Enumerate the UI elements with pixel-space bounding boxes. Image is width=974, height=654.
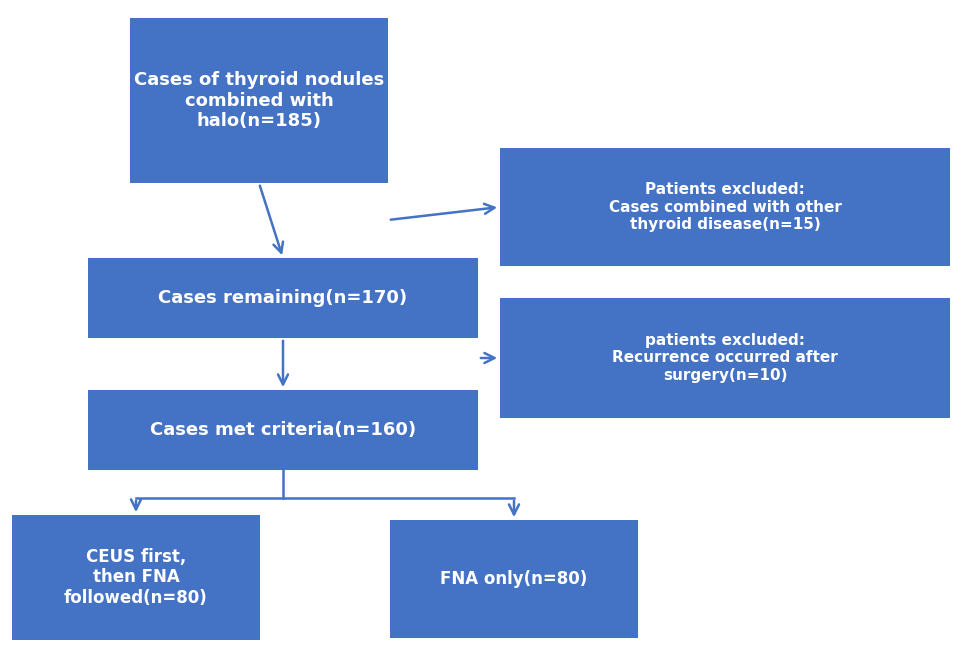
Text: FNA only(n=80): FNA only(n=80) <box>440 570 587 588</box>
Text: Patients excluded:
Cases combined with other
thyroid disease(n=15): Patients excluded: Cases combined with o… <box>609 182 842 232</box>
FancyBboxPatch shape <box>390 520 638 638</box>
Text: CEUS first,
then FNA
followed(n=80): CEUS first, then FNA followed(n=80) <box>64 547 207 608</box>
FancyBboxPatch shape <box>500 298 950 418</box>
Text: patients excluded:
Recurrence occurred after
surgery(n=10): patients excluded: Recurrence occurred a… <box>612 333 838 383</box>
FancyBboxPatch shape <box>12 515 260 640</box>
FancyBboxPatch shape <box>88 390 478 470</box>
FancyBboxPatch shape <box>88 258 478 338</box>
FancyBboxPatch shape <box>500 148 950 266</box>
Text: Cases remaining(n=170): Cases remaining(n=170) <box>159 289 407 307</box>
Text: Cases of thyroid nodules
combined with
halo(n=185): Cases of thyroid nodules combined with h… <box>133 71 384 130</box>
Text: Cases met criteria(n=160): Cases met criteria(n=160) <box>150 421 416 439</box>
FancyBboxPatch shape <box>130 18 388 183</box>
